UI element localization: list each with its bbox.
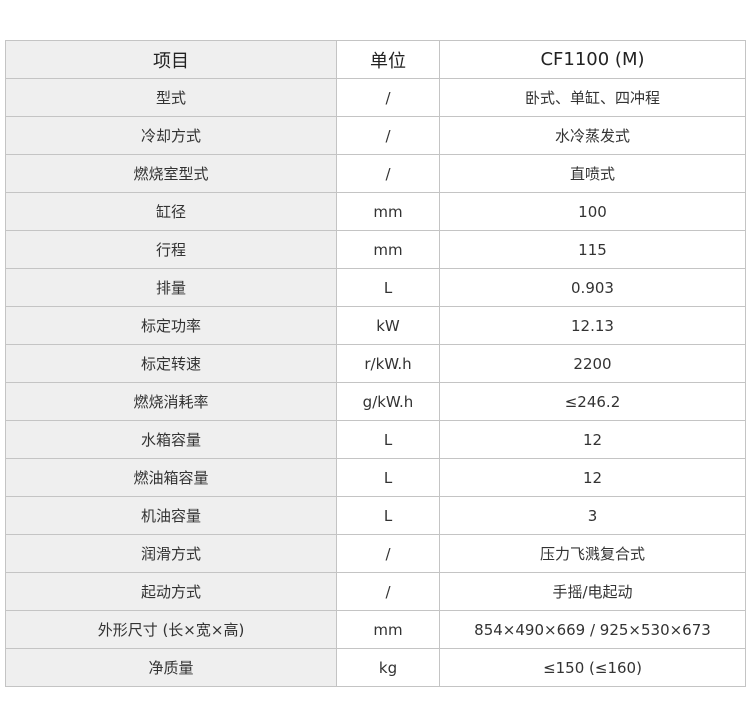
cell-value: 12.13 bbox=[439, 306, 746, 345]
cell-value: 12 bbox=[439, 458, 746, 497]
cell-item: 净质量 bbox=[5, 648, 337, 687]
cell-unit: mm bbox=[336, 230, 440, 269]
cell-item: 型式 bbox=[5, 78, 337, 117]
cell-value: 手摇/电起动 bbox=[439, 572, 746, 611]
cell-item: 起动方式 bbox=[5, 572, 337, 611]
cell-item: 机油容量 bbox=[5, 496, 337, 535]
cell-item: 行程 bbox=[5, 230, 337, 269]
cell-value: 854×490×669 / 925×530×673 bbox=[439, 610, 746, 649]
table-row: 水箱容量 L 12 bbox=[5, 420, 746, 459]
table-row: 标定功率 kW 12.13 bbox=[5, 306, 746, 345]
table-row: 燃油箱容量 L 12 bbox=[5, 458, 746, 497]
table-row: 行程 mm 115 bbox=[5, 230, 746, 269]
cell-item: 冷却方式 bbox=[5, 116, 337, 155]
table-row: 燃烧消耗率 g/kW.h ≤246.2 bbox=[5, 382, 746, 421]
table-row: 冷却方式 / 水冷蒸发式 bbox=[5, 116, 746, 155]
table-row: 净质量 kg ≤150 (≤160) bbox=[5, 648, 746, 687]
table-row: 标定转速 r/kW.h 2200 bbox=[5, 344, 746, 383]
header-item: 项目 bbox=[5, 40, 337, 79]
cell-unit: kg bbox=[336, 648, 440, 687]
cell-unit: L bbox=[336, 268, 440, 307]
table-row: 起动方式 / 手摇/电起动 bbox=[5, 572, 746, 611]
table-row: 机油容量 L 3 bbox=[5, 496, 746, 535]
table-row: 润滑方式 / 压力飞溅复合式 bbox=[5, 534, 746, 573]
cell-unit: mm bbox=[336, 192, 440, 231]
cell-unit: g/kW.h bbox=[336, 382, 440, 421]
cell-item: 润滑方式 bbox=[5, 534, 337, 573]
cell-item: 缸径 bbox=[5, 192, 337, 231]
cell-unit: r/kW.h bbox=[336, 344, 440, 383]
cell-item: 外形尺寸 (长×宽×高) bbox=[5, 610, 337, 649]
header-unit: 单位 bbox=[336, 40, 440, 79]
table-row: 缸径 mm 100 bbox=[5, 192, 746, 231]
cell-unit: / bbox=[336, 78, 440, 117]
cell-value: ≤246.2 bbox=[439, 382, 746, 421]
cell-unit: / bbox=[336, 116, 440, 155]
cell-value: 2200 bbox=[439, 344, 746, 383]
table-row: 型式 / 卧式、单缸、四冲程 bbox=[5, 78, 746, 117]
cell-item: 燃油箱容量 bbox=[5, 458, 337, 497]
cell-unit: L bbox=[336, 496, 440, 535]
cell-value: 12 bbox=[439, 420, 746, 459]
cell-value: 3 bbox=[439, 496, 746, 535]
cell-value: 直喷式 bbox=[439, 154, 746, 193]
cell-item: 水箱容量 bbox=[5, 420, 337, 459]
cell-item: 标定功率 bbox=[5, 306, 337, 345]
cell-unit: / bbox=[336, 572, 440, 611]
cell-value: ≤150 (≤160) bbox=[439, 648, 746, 687]
cell-item: 燃烧消耗率 bbox=[5, 382, 337, 421]
table-row: 燃烧室型式 / 直喷式 bbox=[5, 154, 746, 193]
cell-unit: kW bbox=[336, 306, 440, 345]
table-row: 外形尺寸 (长×宽×高) mm 854×490×669 / 925×530×673 bbox=[5, 610, 746, 649]
cell-unit: / bbox=[336, 154, 440, 193]
cell-item: 标定转速 bbox=[5, 344, 337, 383]
cell-value: 卧式、单缸、四冲程 bbox=[439, 78, 746, 117]
cell-unit: mm bbox=[336, 610, 440, 649]
cell-item: 排量 bbox=[5, 268, 337, 307]
cell-value: 100 bbox=[439, 192, 746, 231]
cell-unit: L bbox=[336, 458, 440, 497]
table-row: 排量 L 0.903 bbox=[5, 268, 746, 307]
cell-unit: L bbox=[336, 420, 440, 459]
cell-value: 0.903 bbox=[439, 268, 746, 307]
cell-value: 115 bbox=[439, 230, 746, 269]
cell-value: 水冷蒸发式 bbox=[439, 116, 746, 155]
table-header-row: 项目 单位 CF1100 (M) bbox=[5, 40, 746, 79]
cell-item: 燃烧室型式 bbox=[5, 154, 337, 193]
spec-table: 项目 单位 CF1100 (M) 型式 / 卧式、单缸、四冲程 冷却方式 / 水冷蒸发式燃… bbox=[5, 40, 746, 687]
cell-value: 压力飞溅复合式 bbox=[439, 534, 746, 573]
header-model: CF1100 (M) bbox=[439, 40, 746, 79]
cell-unit: / bbox=[336, 534, 440, 573]
